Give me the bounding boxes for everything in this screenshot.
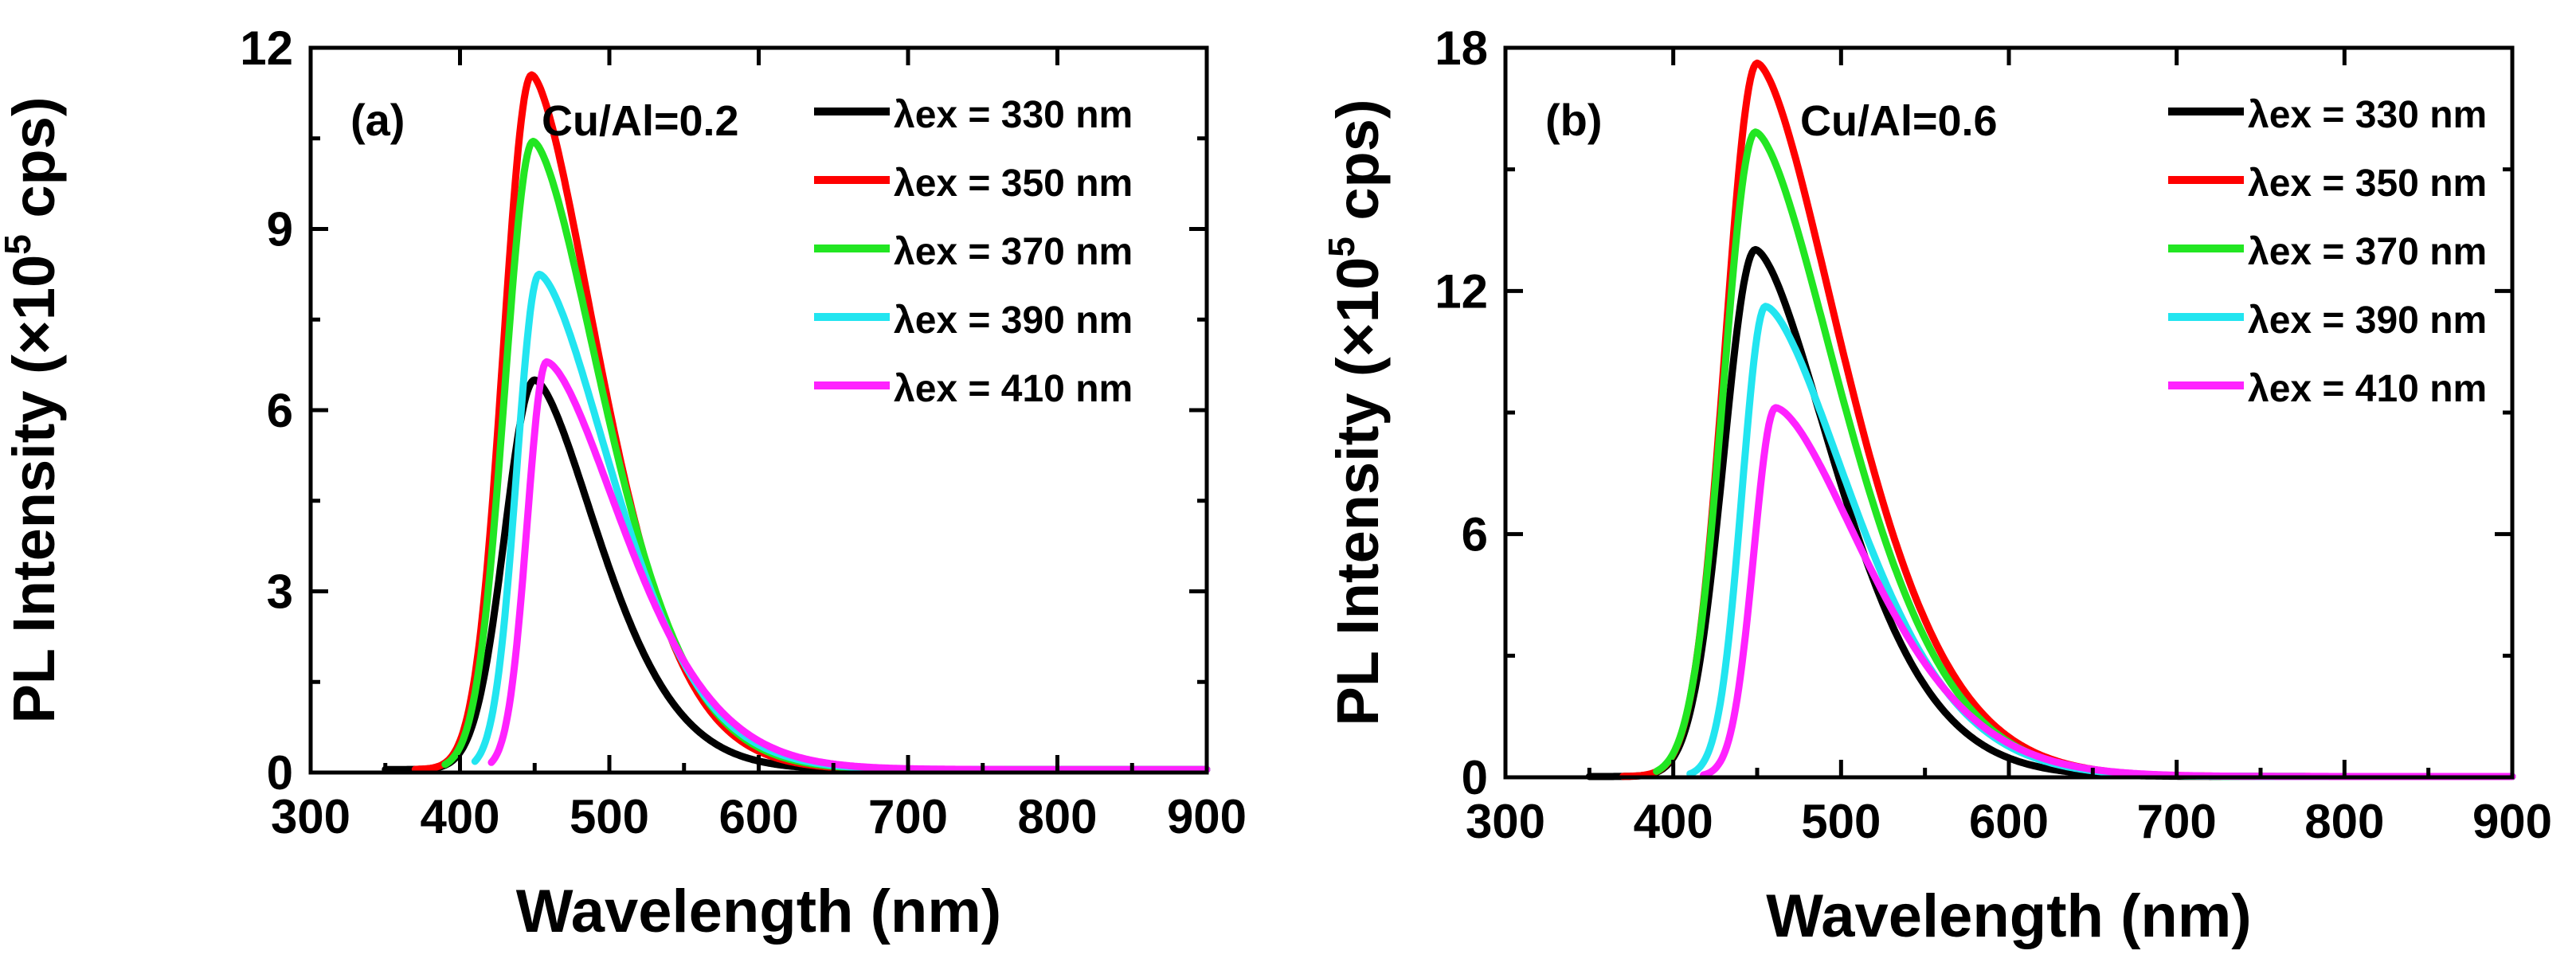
y-tick-label: 3 bbox=[267, 565, 293, 619]
x-tick-label: 700 bbox=[2137, 795, 2217, 848]
panel-b: 300 400 500 600 700 800 900 0 6 12 18 Wavelength (n… bbox=[1321, 22, 2552, 950]
panel-label: (b) bbox=[1545, 95, 1603, 145]
plot-frame bbox=[1503, 45, 2515, 780]
legend-label-0: λex = 330 nm bbox=[2248, 94, 2487, 136]
annotation: Cu/Al=0.6 bbox=[1800, 97, 1998, 145]
y-tick-label: 18 bbox=[1435, 22, 1488, 75]
series-line-2 bbox=[1653, 128, 2516, 780]
legend-label-4: λex = 410 nm bbox=[2248, 368, 2487, 410]
annotation: Cu/Al=0.2 bbox=[542, 97, 739, 145]
y-tick-label: 12 bbox=[240, 22, 293, 75]
y-axis-title-suffix: cps) bbox=[1, 96, 67, 234]
y-tick-label: 6 bbox=[1462, 508, 1488, 561]
series-group bbox=[382, 71, 1211, 773]
y-tick-label: 6 bbox=[267, 384, 293, 437]
y-axis-title-prefix: PL Intensity (×10 bbox=[1325, 257, 1391, 726]
x-tick-label: 600 bbox=[1969, 795, 2049, 848]
legend-label-2: λex = 370 nm bbox=[2248, 231, 2487, 273]
legend-label-1: λex = 350 nm bbox=[2248, 162, 2487, 205]
series-line-4 bbox=[1700, 404, 2516, 780]
x-tick-label: 500 bbox=[1801, 795, 1881, 848]
y-axis-title-suffix: cps) bbox=[1325, 99, 1391, 237]
panel-a: 300 400 500 600 700 800 900 0 3 6 9 12 Wavelength (n… bbox=[0, 22, 1247, 945]
legend-label-4: λex = 410 nm bbox=[894, 368, 1133, 410]
legend-label-1: λex = 350 nm bbox=[894, 162, 1133, 205]
y-tick-label: 9 bbox=[267, 203, 293, 256]
x-tick-label: 400 bbox=[420, 790, 499, 843]
x-tick-label: 300 bbox=[1466, 795, 1545, 848]
y-axis-title: PL Intensity (×105 cps) bbox=[0, 96, 67, 723]
x-axis-title: Wavelength (nm) bbox=[1766, 882, 2251, 950]
y-axis-title-prefix: PL Intensity (×10 bbox=[1, 255, 67, 724]
x-tick-label: 800 bbox=[2304, 795, 2384, 848]
panel-label: (a) bbox=[350, 95, 405, 145]
series-line-3 bbox=[471, 270, 1211, 773]
x-tick-label: 400 bbox=[1634, 795, 1713, 848]
x-tick-label: 300 bbox=[271, 790, 350, 843]
x-tick-label: 900 bbox=[2472, 795, 2552, 848]
y-tick-label: 0 bbox=[1462, 751, 1488, 804]
y-tick-label: 0 bbox=[267, 746, 293, 800]
y-tick-label: 12 bbox=[1435, 264, 1488, 318]
legend-label-3: λex = 390 nm bbox=[2248, 299, 2487, 342]
legend-label-2: λex = 370 nm bbox=[894, 231, 1133, 273]
x-tick-label: 800 bbox=[1017, 790, 1097, 843]
legend-label-3: λex = 390 nm bbox=[894, 299, 1133, 342]
series-line-4 bbox=[487, 358, 1211, 773]
y-axis-title-sup: 5 bbox=[1321, 237, 1362, 257]
x-tick-label: 900 bbox=[1167, 790, 1247, 843]
x-tick-label: 500 bbox=[570, 790, 649, 843]
x-tick-label: 600 bbox=[718, 790, 798, 843]
plot-frame bbox=[308, 45, 1209, 775]
y-axis-title-sup: 5 bbox=[0, 234, 38, 255]
y-axis-title: PL Intensity (×105 cps) bbox=[1321, 99, 1391, 726]
x-tick-label: 700 bbox=[868, 790, 948, 843]
x-axis-title: Wavelength (nm) bbox=[516, 878, 1001, 945]
legend-label-0: λex = 330 nm bbox=[894, 94, 1133, 136]
